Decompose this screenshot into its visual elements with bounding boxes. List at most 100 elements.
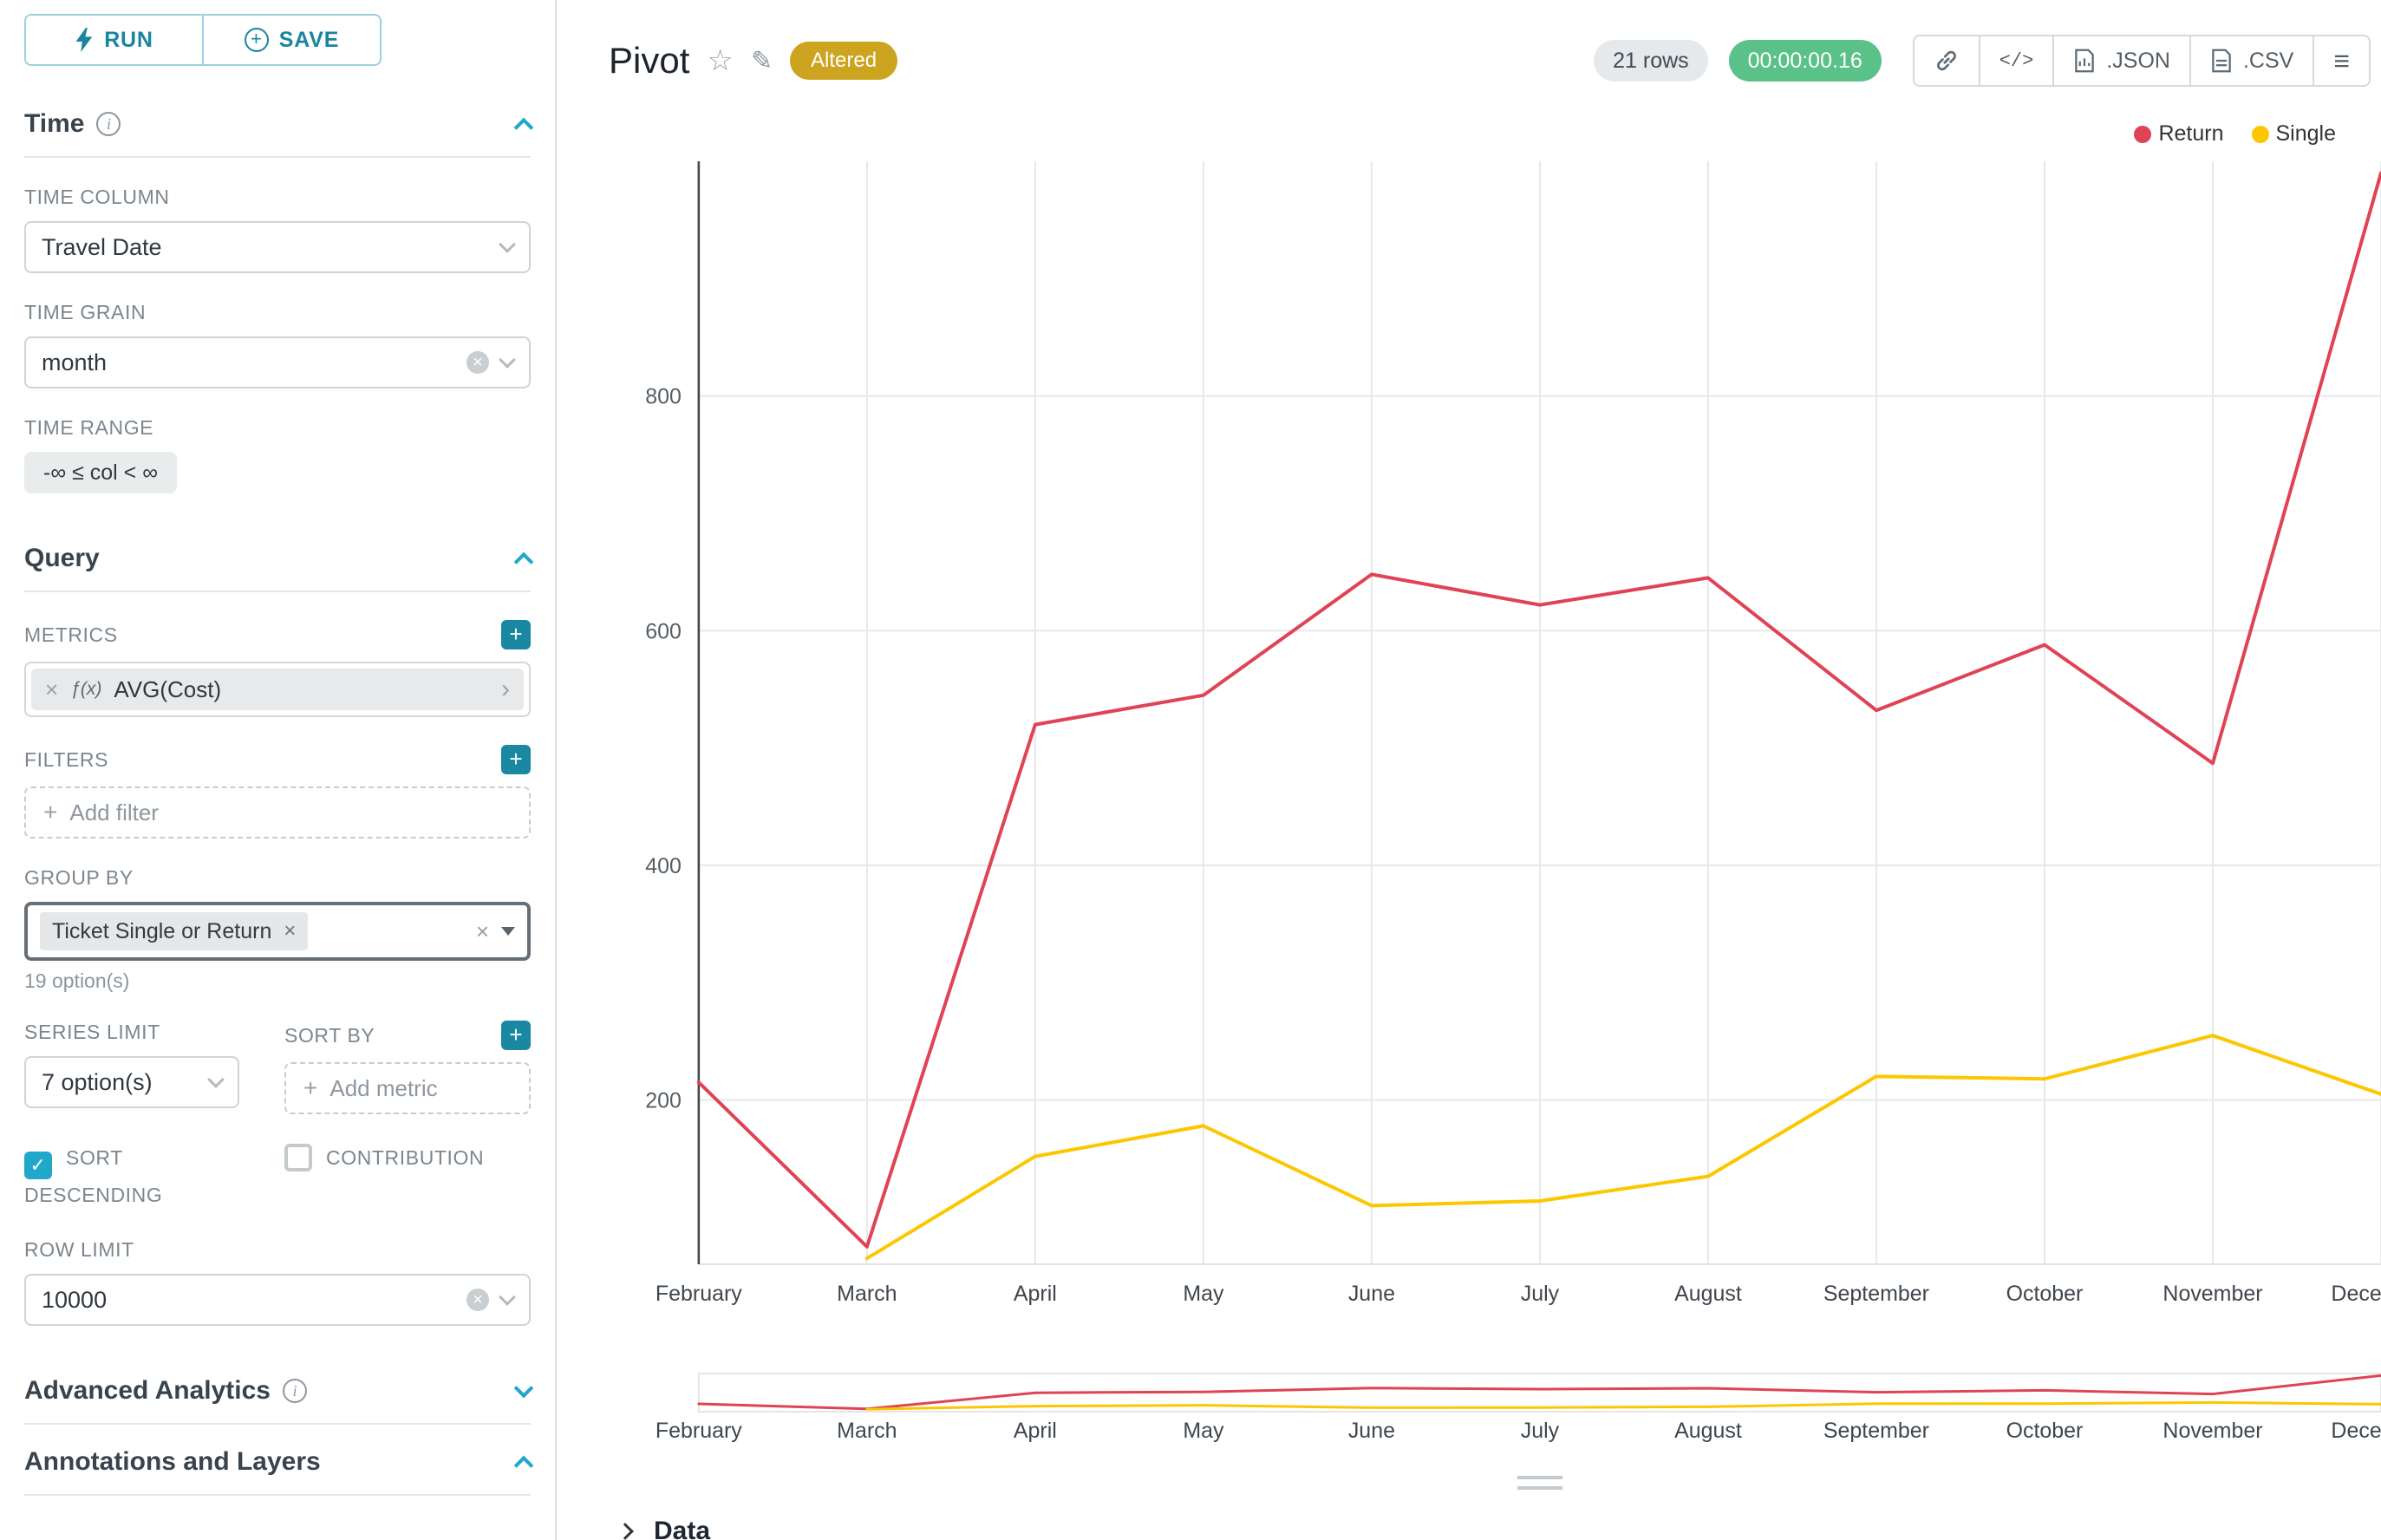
svg-text:February: February bbox=[656, 1419, 742, 1443]
time-column-select[interactable]: Travel Date bbox=[24, 221, 531, 273]
add-metric-button[interactable]: + bbox=[501, 620, 531, 649]
svg-text:November: November bbox=[2162, 1282, 2262, 1306]
clear-icon[interactable]: × bbox=[466, 351, 489, 374]
section-header-annotations[interactable]: Annotations and Layers bbox=[24, 1425, 534, 1496]
group-by-options-hint: 19 option(s) bbox=[24, 969, 130, 992]
series-limit-label: SERIES LIMIT bbox=[24, 1021, 160, 1043]
expand-metric-icon[interactable]: › bbox=[501, 675, 510, 703]
run-button-label: RUN bbox=[104, 27, 153, 52]
zoom-drag-handle[interactable] bbox=[1517, 1476, 1562, 1490]
svg-text:July: July bbox=[1521, 1282, 1560, 1306]
metrics-label: METRICS bbox=[24, 623, 118, 646]
line-chart[interactable]: 200 400 600 800 February March April May June Jul… bbox=[557, 149, 2381, 1321]
save-button[interactable]: + SAVE bbox=[202, 14, 382, 66]
chevron-down-icon bbox=[499, 1289, 516, 1306]
info-icon[interactable]: i bbox=[283, 1379, 307, 1403]
json-button-label: .JSON bbox=[2106, 48, 2170, 73]
chart-legend: Return Single bbox=[2134, 121, 2336, 147]
remove-metric-icon[interactable]: × bbox=[45, 675, 59, 702]
svg-text:April: April bbox=[1014, 1282, 1057, 1306]
collapse-chevron-icon[interactable] bbox=[513, 117, 534, 138]
time-column-value: Travel Date bbox=[42, 233, 162, 260]
section-header-advanced-analytics[interactable]: Advanced Analytics i bbox=[24, 1354, 534, 1425]
time-grain-select[interactable]: month × bbox=[24, 336, 531, 388]
clear-icon[interactable]: × bbox=[475, 917, 489, 944]
svg-text:600: 600 bbox=[645, 619, 682, 643]
section-header-time[interactable]: Time i bbox=[24, 87, 534, 158]
metric-pill[interactable]: × ƒ(x) AVG(Cost) › bbox=[31, 669, 524, 710]
checkbox-unchecked-icon[interactable] bbox=[284, 1144, 312, 1171]
metrics-control: METRICS + × ƒ(x) AVG(Cost) › bbox=[24, 620, 531, 717]
export-csv-button[interactable]: .CSV bbox=[2189, 35, 2315, 87]
section-title: Annotations and Layers bbox=[24, 1447, 321, 1476]
time-range-label: TIME RANGE bbox=[24, 416, 154, 439]
time-column-label: TIME COLUMN bbox=[24, 186, 170, 208]
add-filter-dropzone[interactable]: + Add filter bbox=[24, 786, 531, 839]
plus-icon: + bbox=[303, 1074, 318, 1101]
remove-tag-icon[interactable]: × bbox=[284, 919, 297, 943]
chart-menu-button[interactable]: ≡ bbox=[2313, 35, 2371, 87]
legend-item[interactable]: Single bbox=[2251, 121, 2337, 147]
altered-badge[interactable]: Altered bbox=[790, 42, 898, 80]
time-range-control: TIME RANGE -∞ ≤ col < ∞ bbox=[24, 416, 531, 493]
group-by-tag[interactable]: Ticket Single or Return × bbox=[40, 912, 309, 950]
export-json-button[interactable]: .JSON bbox=[2052, 35, 2191, 87]
plus-icon: + bbox=[43, 799, 58, 825]
chart-area: Pivot ☆ ✎ Altered 21 rows 00:00:00.16 </… bbox=[557, 0, 2381, 1540]
svg-text:July: July bbox=[1521, 1419, 1560, 1443]
collapse-chevron-icon[interactable] bbox=[513, 551, 534, 572]
add-sort-metric-button[interactable]: + bbox=[501, 1021, 531, 1050]
csv-file-icon bbox=[2212, 49, 2231, 73]
svg-text:March: March bbox=[837, 1419, 897, 1443]
time-column-control: TIME COLUMN Travel Date bbox=[24, 186, 531, 273]
section-title: Query bbox=[24, 544, 100, 572]
svg-text:April: April bbox=[1014, 1419, 1057, 1443]
data-panel-toggle[interactable]: Data bbox=[557, 1502, 2381, 1540]
checkbox-checked-icon[interactable]: ✓ bbox=[24, 1152, 52, 1179]
svg-text:200: 200 bbox=[645, 1089, 682, 1113]
time-range-value[interactable]: -∞ ≤ col < ∞ bbox=[24, 452, 178, 493]
run-button[interactable]: RUN bbox=[24, 14, 204, 66]
sort-by-label: SORT BY bbox=[284, 1023, 375, 1047]
csv-button-label: .CSV bbox=[2242, 48, 2294, 73]
group-by-select[interactable]: Ticket Single or Return × × bbox=[24, 902, 531, 961]
view-query-button[interactable]: </> bbox=[1978, 35, 2055, 87]
svg-text:March: March bbox=[837, 1282, 897, 1306]
clear-icon[interactable]: × bbox=[466, 1289, 489, 1311]
link-icon bbox=[1936, 50, 1956, 71]
collapse-chevron-icon[interactable] bbox=[513, 1455, 534, 1476]
row-limit-select[interactable]: 10000 × bbox=[24, 1274, 531, 1326]
contribution-label: CONTRIBUTION bbox=[326, 1146, 485, 1169]
row-limit-value: 10000 bbox=[42, 1286, 108, 1313]
chevron-down-icon bbox=[499, 351, 516, 369]
menu-icon: ≡ bbox=[2333, 45, 2350, 76]
section-title: Time bbox=[24, 109, 85, 138]
section-header-query[interactable]: Query bbox=[24, 521, 534, 592]
section-title: Advanced Analytics bbox=[24, 1376, 271, 1405]
edit-properties-icon[interactable]: ✎ bbox=[750, 46, 773, 75]
series-limit-select[interactable]: 7 option(s) bbox=[24, 1056, 239, 1108]
zoom-preview-chart[interactable]: February March April May June July August Septe… bbox=[557, 1367, 2381, 1446]
expand-chevron-icon[interactable] bbox=[513, 1378, 534, 1399]
contribution-checkbox[interactable]: CONTRIBUTION bbox=[284, 1142, 531, 1210]
info-icon[interactable]: i bbox=[96, 112, 121, 136]
svg-text:August: August bbox=[1674, 1282, 1742, 1306]
favorite-star-icon[interactable]: ☆ bbox=[707, 44, 734, 77]
json-file-icon bbox=[2075, 49, 2095, 73]
chart-title: Pivot bbox=[609, 40, 690, 81]
bolt-icon bbox=[75, 28, 93, 52]
svg-text:February: February bbox=[656, 1282, 742, 1306]
row-limit-control: ROW LIMIT 10000 × bbox=[24, 1238, 531, 1326]
control-panel: RUN + SAVE Time i TIME COLUMN Travel Dat… bbox=[0, 0, 557, 1540]
svg-text:September: September bbox=[1823, 1282, 1929, 1306]
legend-item[interactable]: Return bbox=[2134, 121, 2224, 147]
save-button-label: SAVE bbox=[278, 27, 340, 52]
fx-icon: ƒ(x) bbox=[70, 679, 102, 699]
legend-dot bbox=[2251, 125, 2269, 143]
sort-descending-checkbox[interactable]: ✓ SORT DESCENDING bbox=[24, 1142, 239, 1210]
copy-link-button[interactable] bbox=[1912, 35, 1980, 87]
legend-label: Single bbox=[2275, 121, 2337, 146]
add-filter-button[interactable]: + bbox=[501, 745, 531, 774]
svg-text:June: June bbox=[1348, 1282, 1395, 1306]
sort-by-dropzone[interactable]: + Add metric bbox=[284, 1062, 531, 1114]
